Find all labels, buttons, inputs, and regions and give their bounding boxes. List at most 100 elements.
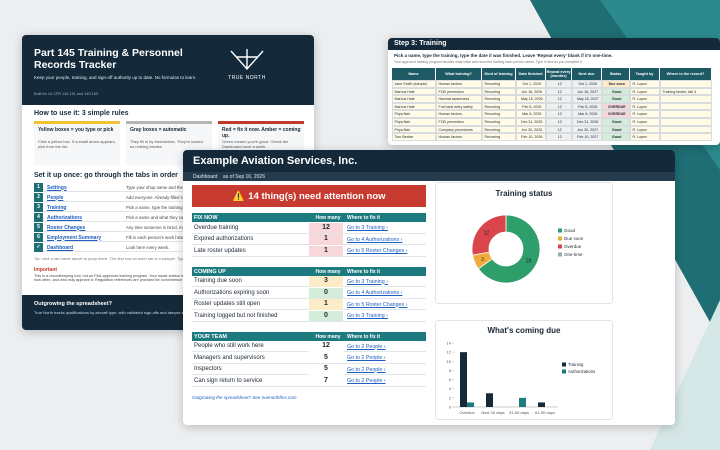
row-link[interactable]: Go to 2 People › xyxy=(347,366,386,373)
sheet-cell: Dec 31, 2026 xyxy=(572,118,602,126)
sheet-cell: Tom Becker xyxy=(392,133,436,141)
column-header: Kind of training xyxy=(482,68,516,80)
step-tab-link[interactable]: Authorizations xyxy=(47,214,82,221)
step-tab-link[interactable]: Dashboard xyxy=(47,244,74,251)
row-count: 5 xyxy=(309,352,343,363)
training-sheet-card: Step 3: Training Pick a name, type the t… xyxy=(388,38,720,145)
chart-title: What's coming due xyxy=(487,326,561,335)
row-label: Expired authorizations xyxy=(194,236,254,242)
row-link[interactable]: Go to 4 Authorizations › xyxy=(347,290,403,296)
step-text: Any time someone is hired, moved or leav… xyxy=(126,225,212,230)
legend-label: Due soon xyxy=(564,236,584,241)
sheet-cell: Oct 1, 2025 xyxy=(516,80,546,88)
sheet-cell: R. Lopez xyxy=(630,80,660,88)
pie-slice xyxy=(471,214,507,256)
sheet-cell: Marcus Hale xyxy=(392,102,436,111)
rule-text: They fill in by themselves. They're lock… xyxy=(130,139,203,149)
due-chart-box: What's coming due 0 2 4 6 8 10 12 14 Overdue Next … xyxy=(435,320,613,420)
row-count: 3 xyxy=(309,276,343,287)
step-tab-link[interactable]: People xyxy=(47,194,64,201)
tip: Tip: click a tab name above to jump ther… xyxy=(34,256,199,261)
column-header: Where is the record? xyxy=(660,68,712,80)
sheet-cell: May 18, 2026 xyxy=(516,95,546,103)
column-header: What training? xyxy=(436,68,482,80)
step-tab-link[interactable]: Settings xyxy=(47,184,67,191)
sheet-cell: Company procedures xyxy=(436,125,482,134)
sheet-cell: Good xyxy=(602,95,630,103)
step-row xyxy=(43,233,302,242)
row-link[interactable]: Go to 5 Roster Changes › xyxy=(347,301,408,308)
section-header xyxy=(192,331,426,341)
logo-mark xyxy=(230,49,264,71)
legend-swatch xyxy=(562,362,566,367)
x-tick-label: Next 30 days xyxy=(481,410,504,415)
sheet-cell: 12 xyxy=(546,125,572,134)
step-row xyxy=(43,213,302,222)
step-number: 2 xyxy=(34,193,43,202)
rule-title: Gray boxes = automatic xyxy=(130,127,187,133)
row-count: 5 xyxy=(309,364,343,375)
sheet-cell: R. Lopez xyxy=(630,133,660,141)
row-label: Inspectors xyxy=(194,366,222,372)
step-tab-link[interactable]: Roster Changes xyxy=(47,224,86,231)
status-chart-box: Training status 28 Good 3 Due soon 12 Overdue O… xyxy=(435,182,613,304)
row-count: 1 xyxy=(309,245,343,256)
section-header xyxy=(192,213,426,222)
step-number: 1 xyxy=(34,183,43,192)
sheet-cell: Jun 30, 2027 xyxy=(572,125,602,134)
table-row xyxy=(192,341,426,352)
rule-box xyxy=(34,121,120,165)
rules-heading: How to use it: 3 simple rules xyxy=(34,110,129,117)
sheet-cell xyxy=(660,110,712,118)
row-label: Training logged but not finished xyxy=(194,312,278,319)
row-link[interactable]: Go to 3 Training › xyxy=(347,313,388,319)
rule-text: Click a yellow box. If a small arrow app… xyxy=(38,139,116,149)
sheet-cell xyxy=(660,95,712,103)
step-tab-link[interactable]: Training xyxy=(47,204,67,211)
row-count: 12 xyxy=(309,341,343,352)
legend-label: One-time xyxy=(564,252,583,257)
row-label: Managers and supervisors xyxy=(194,354,265,361)
as-of-date: as of Sep 16, 2026 xyxy=(223,173,265,180)
bar xyxy=(460,352,467,407)
table-row xyxy=(192,375,426,387)
row-label: Training due soon xyxy=(194,278,242,284)
table-row xyxy=(192,310,426,322)
row-link[interactable]: Go to 3 Training › xyxy=(347,225,388,231)
sheet-cell: Jane Smith (sample) xyxy=(392,80,436,88)
sheet-cell: Jun 18, 2027 xyxy=(572,87,602,96)
column-header: Date finished xyxy=(516,68,546,80)
where-header: Where to fix it xyxy=(347,333,381,340)
alert-text: 14 thing(s) need attention now xyxy=(248,190,386,202)
row-label: Overdue training xyxy=(194,224,239,231)
dashboard-footer[interactable]: Outgrowing the spreadsheet? See truenort… xyxy=(192,394,297,400)
sheet-cell: Good xyxy=(602,133,630,141)
step-tab-link[interactable]: Employment Summary xyxy=(47,234,102,241)
y-tick-label: 6 xyxy=(449,377,452,382)
x-tick-label: 31-60 days xyxy=(509,410,529,415)
row-link[interactable]: Go to 2 People › xyxy=(347,343,386,350)
column-header: Status xyxy=(602,68,630,80)
section-title: FIX NOW xyxy=(194,215,218,221)
sheet-cell: Marcus Hale xyxy=(392,95,436,103)
sheet-cell xyxy=(660,118,712,126)
sheet-cell: Feb 10, 2026 xyxy=(516,133,546,141)
row-label: Roster updates still open xyxy=(194,301,261,307)
x-tick-label: Overdue xyxy=(459,410,475,415)
sheet-cell: 12 xyxy=(546,87,572,96)
row-link[interactable]: Go to 2 People › xyxy=(347,378,386,384)
y-tick-label: 4 xyxy=(449,386,452,391)
row-link[interactable]: Go to 3 Training › xyxy=(347,278,388,285)
row-link[interactable]: Go to 2 People › xyxy=(347,355,386,361)
alert-banner: ⚠️ 14 thing(s) need attention now xyxy=(192,185,426,207)
sheet-cell: Fuel tank entry safety xyxy=(436,102,482,111)
sheet-cell: Jun 18, 2026 xyxy=(516,87,546,96)
alert-icon: ⚠️ xyxy=(232,190,245,202)
sheet-cell: Jun 30, 2026 xyxy=(516,125,546,134)
table-row xyxy=(192,276,426,287)
legend-swatch xyxy=(558,236,562,241)
sheet-cell: Feb 5, 2026 xyxy=(572,102,602,111)
row-link[interactable]: Go to 4 Authorizations › xyxy=(347,236,403,243)
row-link[interactable]: Go to 5 Roster Changes › xyxy=(347,248,408,254)
dashboard-header xyxy=(183,150,675,172)
